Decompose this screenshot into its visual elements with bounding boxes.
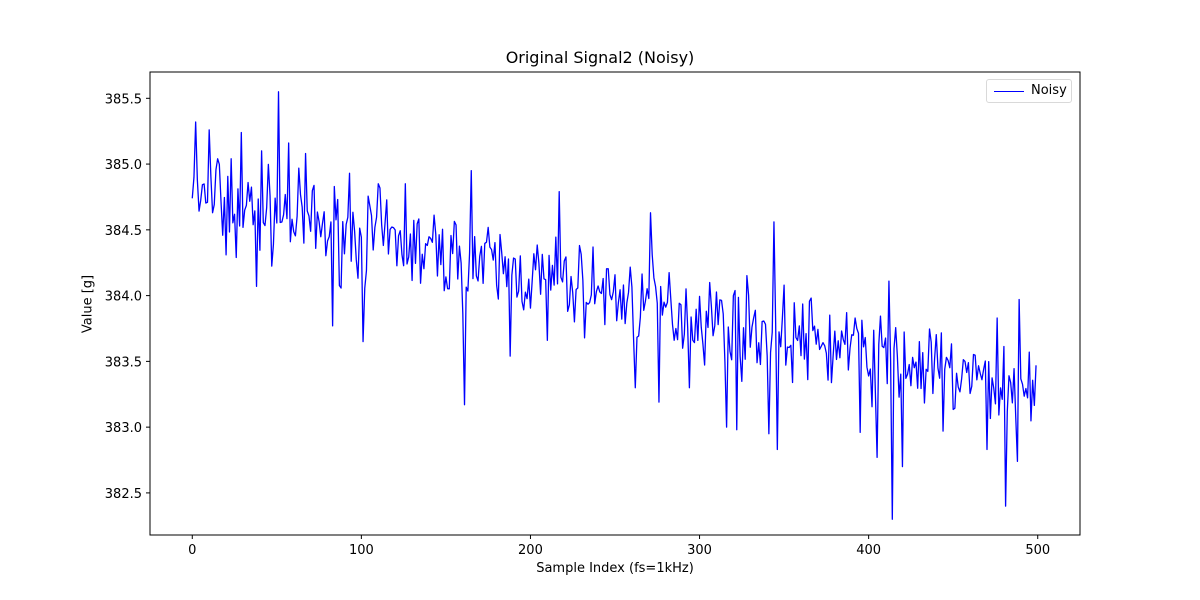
svg-text:384.0: 384.0	[105, 290, 142, 305]
legend-line-icon	[994, 91, 1024, 92]
svg-text:500: 500	[1025, 543, 1050, 558]
svg-text:400: 400	[856, 543, 881, 558]
svg-text:0: 0	[188, 543, 196, 558]
y-axis-ticks: 382.5 383.0 383.5 384.0 384.5 385.0 385.5	[105, 92, 150, 502]
axes-frame	[149, 71, 1081, 536]
svg-text:383.5: 383.5	[105, 355, 142, 370]
y-axis-label: Value [g]	[80, 274, 96, 334]
x-axis-ticks: 0 100 200 300 400 500	[188, 535, 1050, 558]
svg-text:384.5: 384.5	[105, 224, 142, 239]
x-axis-label: Sample Index (fs=1kHz)	[536, 561, 694, 576]
svg-text:383.0: 383.0	[105, 421, 142, 436]
legend-label: Noisy	[1031, 83, 1067, 98]
svg-text:385.5: 385.5	[105, 92, 142, 107]
svg-text:382.5: 382.5	[105, 487, 142, 502]
svg-text:200: 200	[518, 543, 543, 558]
svg-text:385.0: 385.0	[105, 158, 142, 173]
chart-title: Original Signal2 (Noisy)	[505, 48, 695, 67]
series-noisy-line	[191, 91, 1037, 520]
legend: Noisy	[986, 79, 1072, 103]
svg-text:100: 100	[349, 543, 374, 558]
svg-text:300: 300	[687, 543, 712, 558]
